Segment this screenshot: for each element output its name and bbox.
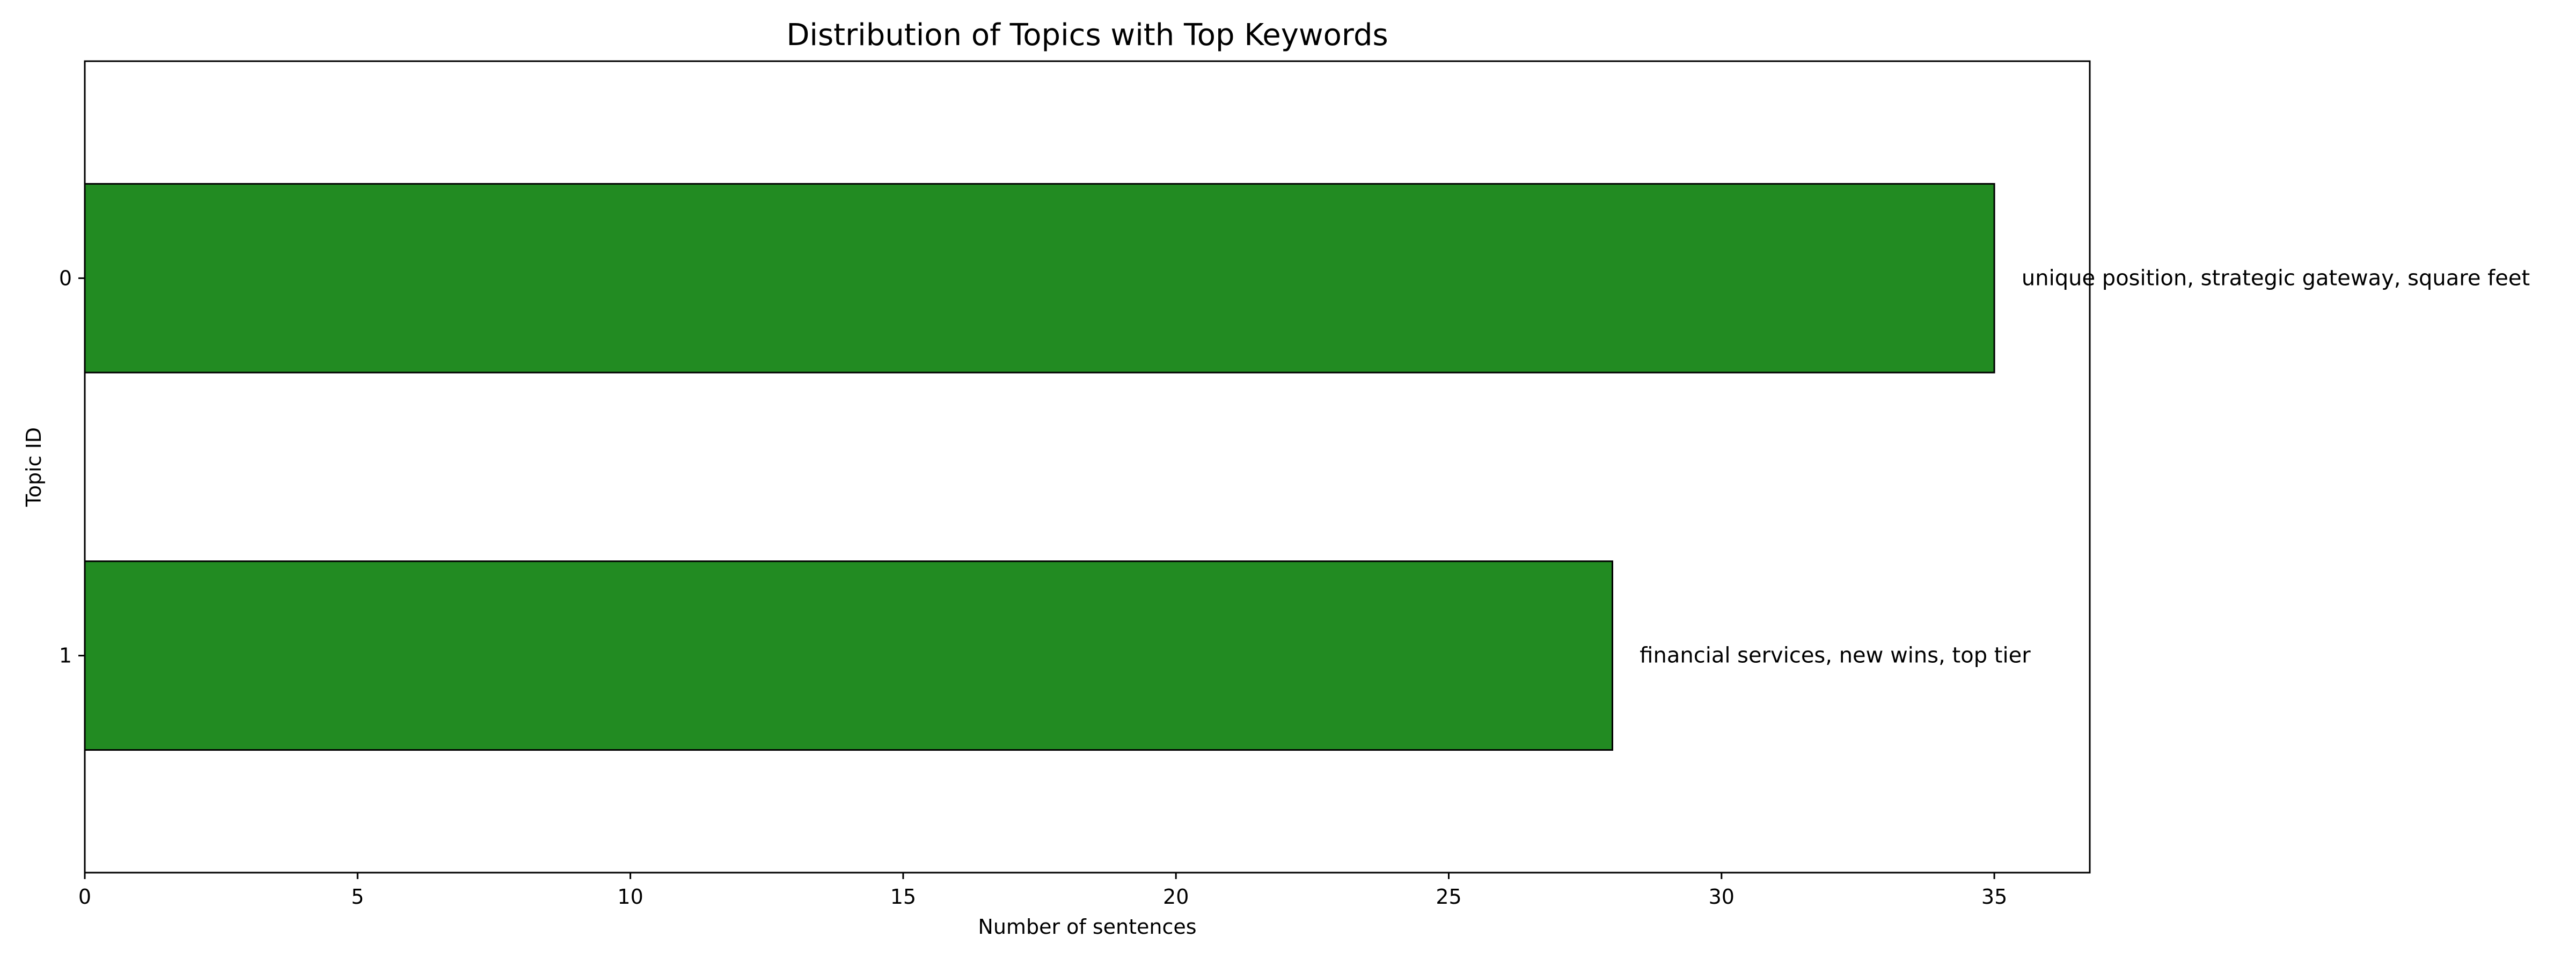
bar-annotations: unique position, strategic gateway, squa… [1640,266,2530,668]
bar-topic-0 [84,183,1995,374]
x-tick-label: 15 [890,885,916,909]
x-tick-label: 10 [617,885,643,909]
bar-topic-1 [84,560,1613,751]
x-tick-label: 20 [1163,885,1189,909]
x-tick-label: 5 [351,885,364,909]
x-tick-label: 35 [1981,885,2007,909]
y-tick-label: 1 [59,644,72,668]
x-tick-label: 25 [1436,885,1461,909]
y-axis-ticks: 01 [59,266,85,668]
y-axis-label: Topic ID [22,427,46,507]
x-axis-ticks: 0 5 10 15 20 25 30 35 [78,873,2007,909]
x-tick-label: 30 [1709,885,1735,909]
plot-area-frame [84,60,2091,874]
x-axis-label: Number of sentences [978,915,1196,939]
chart-title: Distribution of Topics with Top Keywords [786,18,1388,53]
x-tick-label: 0 [78,885,91,909]
y-tick-label: 0 [59,266,72,290]
bar-annotation-topic-1: financial services, new wins, top tier [1640,643,2031,668]
bars-layer [84,183,1995,751]
bar-annotation-topic-0: unique position, strategic gateway, squa… [2022,266,2530,290]
